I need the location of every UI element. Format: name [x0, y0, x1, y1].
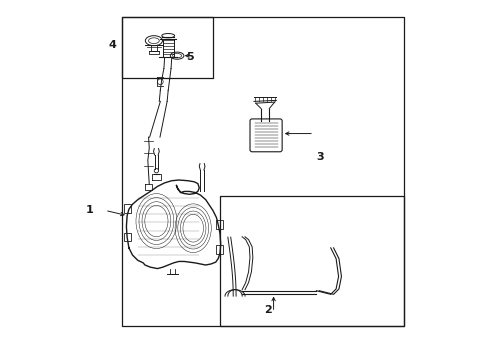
Text: 1: 1: [86, 205, 94, 215]
Bar: [124, 233, 131, 242]
Text: 2: 2: [264, 305, 272, 315]
Text: 3: 3: [316, 152, 324, 162]
Text: 5: 5: [186, 52, 194, 62]
Bar: [217, 246, 223, 254]
Bar: [217, 220, 223, 229]
Text: 4: 4: [109, 40, 117, 50]
Bar: [124, 204, 131, 213]
